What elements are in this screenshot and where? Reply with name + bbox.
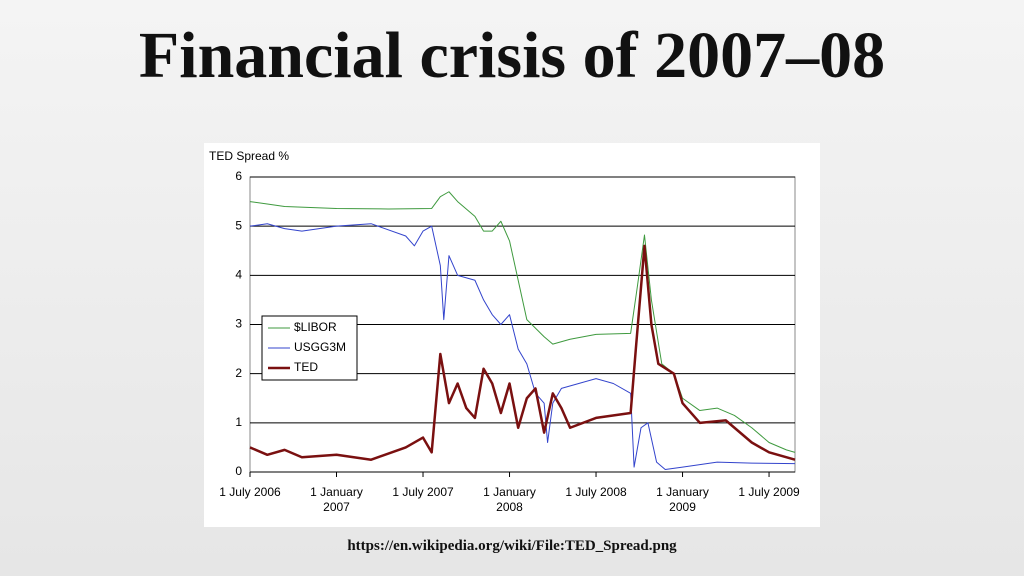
x-tick-label: 1 January 2007 bbox=[310, 485, 363, 514]
legend-label: $LIBOR bbox=[294, 320, 337, 334]
legend-label: TED bbox=[294, 360, 318, 374]
y-tick-label: 0 bbox=[235, 464, 242, 478]
chart-panel: TED Spread % 0 1 2 3 4 5 6 $LIBOR USGG3M TED 1 Ju… bbox=[204, 143, 820, 527]
legend-label: USGG3M bbox=[294, 340, 346, 354]
x-tick-label: 1 January 2009 bbox=[656, 485, 709, 514]
series-line bbox=[249, 244, 796, 461]
x-tick-label: 1 July 2009 bbox=[738, 485, 800, 499]
y-tick-label: 2 bbox=[235, 366, 242, 380]
series-line bbox=[249, 223, 796, 471]
x-tick-label: 1 January 2008 bbox=[483, 485, 536, 514]
y-tick-label: 5 bbox=[235, 218, 242, 232]
x-tick-label: 1 July 2007 bbox=[392, 485, 454, 499]
x-tick-label: 1 July 2006 bbox=[219, 485, 281, 499]
y-tick-label: 3 bbox=[235, 317, 242, 331]
chart: TED Spread % 0 1 2 3 4 5 6 $LIBOR USGG3M TED bbox=[209, 149, 796, 478]
y-tick-label: 4 bbox=[235, 268, 242, 282]
x-tick-label: 1 July 2008 bbox=[565, 485, 627, 499]
y-tick-label: 6 bbox=[235, 169, 242, 183]
y-axis-label: TED Spread % bbox=[209, 149, 289, 163]
caption: https://en.wikipedia.org/wiki/File:TED_S… bbox=[347, 538, 677, 554]
y-tick-label: 1 bbox=[235, 415, 242, 429]
slide-title: Financial crisis of 2007–08 bbox=[138, 19, 886, 92]
series-line bbox=[249, 191, 796, 453]
